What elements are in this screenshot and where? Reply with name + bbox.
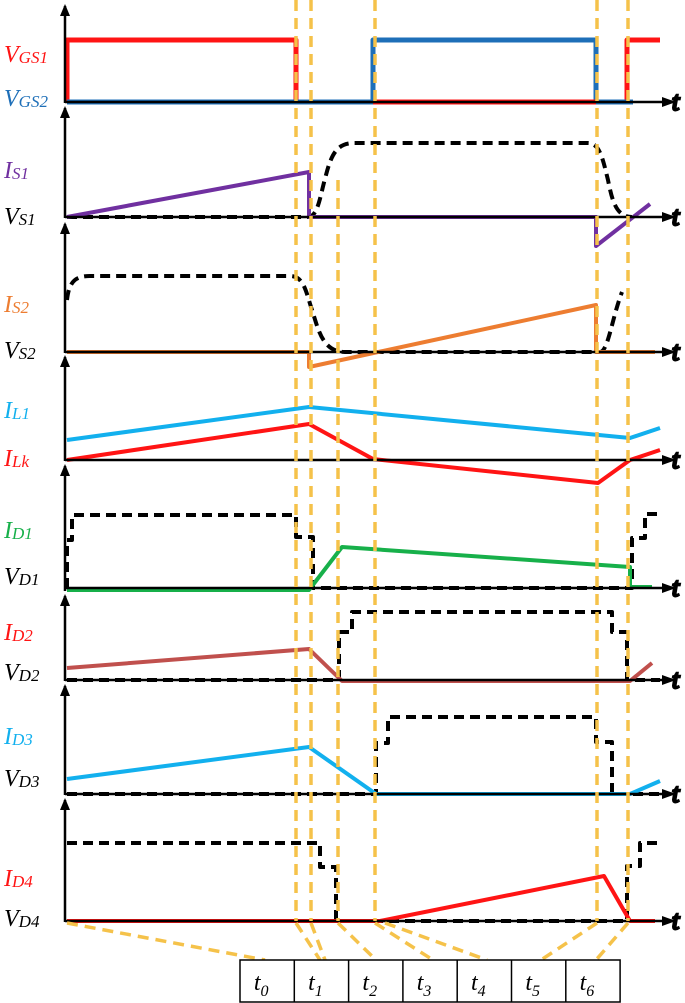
label-s1-1: IS1 [3,158,29,184]
label-vgs-2: VGS2 [4,86,48,112]
time-instant-3: t3 [417,970,432,1000]
is1-trace [66,170,652,248]
time-instant-0: t0 [254,970,269,1000]
time-axis-arrow-6 [662,675,676,685]
label-s2-1: IS2 [3,292,30,318]
time-axis-label: t [672,445,680,474]
connector-t4 [384,921,488,962]
label-d3-1: ID3 [3,724,33,750]
label-s1-2: VS1 [4,204,36,230]
time-axis-label: t [672,87,680,116]
time-axis-label: t [672,779,680,808]
signal-labels-group: VGS1 VGS2 IS1 VS1 IS2 VS2 IL1 ILk ID1 VD1 ID2 VD2 ID… [3,42,48,932]
connector-t1b [309,922,327,961]
label-d4-1: ID4 [3,866,33,892]
time-instants-frame [239,959,621,1003]
time-guides-group [66,0,630,962]
connector-t5 [540,921,598,962]
time-axis-label: t [672,665,680,694]
vs1-trace [67,141,633,219]
label-d2-2: VD2 [4,660,40,686]
time-axis-label: t [672,337,680,366]
time-instant-2: t2 [362,970,377,1000]
time-instant-5: t5 [525,970,540,1000]
label-d3-2: VD3 [4,766,39,792]
vd1-trace [65,512,660,590]
time-axis-label: t [672,202,680,231]
label-vgs-1: VGS1 [4,42,48,68]
label-d4-2: VD4 [4,906,40,932]
id2-trace [66,647,654,683]
time-axis-arrow-2 [662,212,676,222]
time-axis-label: t [672,573,680,602]
label-l-2: ILk [3,446,29,472]
time-axis-arrow-5 [662,583,676,593]
label-l-1: IL1 [3,398,30,424]
time-instant-4: t4 [471,970,486,1000]
time-axis-arrow-1 [662,97,676,107]
connector-t6 [594,921,630,962]
il1-trace [66,405,661,442]
time-axis-label: t [672,906,680,935]
is2-trace [67,303,655,369]
time-axis-arrow-4 [662,455,676,465]
label-d1-2: VD1 [4,564,39,590]
time-axis-arrow-3 [662,347,676,357]
vgs2-trace [67,37,633,105]
vd2-trace [67,610,660,682]
label-d2-1: ID2 [3,620,33,646]
id1-trace [67,545,652,592]
vd3-trace [67,715,660,796]
time-axis-arrow-8 [662,916,676,926]
connector-t2 [336,921,378,962]
vs2-trace [65,274,624,354]
time-instants-table: t0 t1 t2 t3 t4 t5 t6 [239,959,621,1003]
vd4-trace [67,841,660,923]
time-axes-group: t t t t t t t t [65,86,681,936]
connector-t0 [66,921,266,962]
label-d1-1: ID1 [3,518,33,544]
vgs1-trace [64,37,660,105]
ilk-trace [66,422,661,485]
time-axis-arrow-7 [662,789,676,799]
time-instant-6: t6 [580,970,595,1000]
time-instant-1: t1 [308,970,323,1000]
id4-trace [67,874,655,923]
connector-t3 [374,921,434,962]
connector-t1a [294,922,322,961]
id3-trace [66,745,661,796]
label-s2-2: VS2 [4,338,36,364]
